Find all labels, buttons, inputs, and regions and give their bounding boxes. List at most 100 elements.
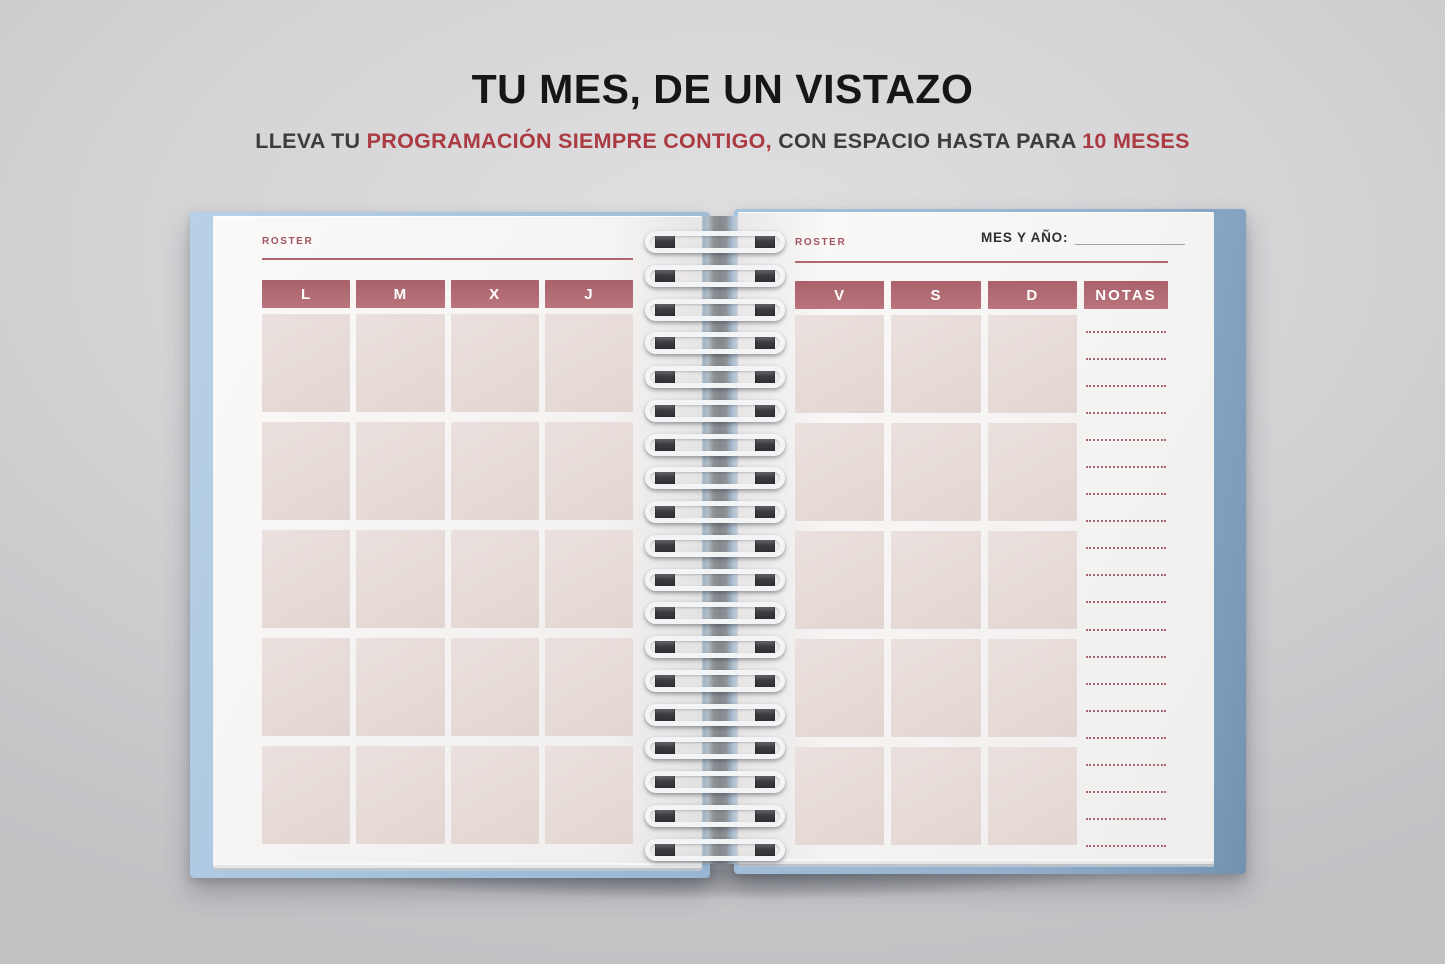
notes-dotted-line [1086, 844, 1166, 847]
notes-dotted-line [1086, 385, 1166, 388]
notes-dotted-line [1086, 547, 1166, 550]
header-rule [262, 258, 633, 260]
punch-hole-right [755, 773, 775, 792]
punch-hole-left [655, 368, 675, 387]
day-header: J [544, 280, 633, 308]
coil-wire [645, 501, 785, 524]
punch-hole-left [655, 300, 675, 319]
day-cell [262, 422, 351, 520]
notes-dotted-line [1086, 682, 1166, 685]
punch-hole-left [655, 604, 675, 623]
notes-dotted-line [1086, 817, 1166, 820]
month-year-label: MES Y AÑO: [981, 230, 1069, 245]
spiral-coil [645, 431, 785, 459]
notes-dotted-line [1086, 331, 1166, 333]
spiral-coil [645, 532, 785, 560]
day-cell [450, 422, 539, 520]
coil-wire [645, 264, 785, 287]
coil-wire [645, 805, 785, 828]
punch-hole-right [755, 233, 775, 251]
spiral-coil [645, 262, 785, 290]
spiral-coil [645, 498, 785, 526]
day-cell [795, 531, 885, 629]
subtitle-segment-accent: 10 MESES [1082, 129, 1190, 153]
punch-hole-left [655, 773, 675, 792]
day-cell [544, 746, 633, 844]
day-cell [356, 638, 445, 736]
notes-dotted-line [1086, 763, 1166, 766]
punch-hole-left [655, 233, 675, 251]
spiral-coil [645, 296, 785, 324]
notes-dotted-line [1086, 493, 1166, 496]
punch-hole-right [755, 435, 775, 454]
coil-wire [645, 602, 785, 625]
coil-wire [645, 568, 785, 591]
punch-hole-left [655, 570, 675, 589]
punch-hole-right [755, 671, 775, 690]
notes-header: NOTAS [1084, 281, 1168, 309]
spiral-coil [645, 599, 785, 627]
calendar-grid-right [795, 315, 1077, 853]
day-cell [891, 423, 981, 521]
day-cell [987, 639, 1077, 737]
punch-hole-left [655, 334, 675, 353]
day-cell [356, 530, 445, 628]
day-cell [987, 315, 1077, 413]
day-cell [450, 746, 539, 844]
day-cell [356, 314, 445, 412]
coil-wire [645, 366, 785, 389]
punch-hole-right [755, 503, 775, 522]
day-cell [795, 747, 885, 845]
punch-hole-right [755, 536, 775, 555]
day-cell [450, 530, 539, 628]
spiral-coil [645, 734, 785, 762]
headline: TU MES, DE UN VISTAZO LLEVA TU PROGRAMAC… [0, 66, 1445, 154]
day-cell [262, 746, 351, 844]
spiral-coil [645, 397, 785, 425]
month-year-blank-line [1075, 230, 1186, 245]
punch-hole-left [655, 536, 675, 555]
day-header: D [987, 281, 1077, 309]
punch-hole-right [755, 638, 775, 657]
day-header: M [356, 280, 445, 308]
day-cell [544, 638, 633, 736]
spiral-coil [645, 363, 785, 391]
notes-column [1084, 315, 1168, 853]
punch-hole-left [655, 807, 675, 826]
day-cell [795, 639, 885, 737]
punch-hole-left [655, 739, 675, 758]
day-cell [544, 530, 633, 628]
spiral-binding [645, 228, 785, 864]
day-cell [544, 314, 633, 412]
notes-dotted-line [1086, 466, 1166, 469]
punch-hole-right [755, 334, 775, 353]
coil-wire [645, 703, 785, 726]
day-cell [450, 638, 539, 736]
day-cell [795, 315, 885, 413]
coil-wire [645, 433, 785, 456]
notes-dotted-line [1086, 709, 1166, 712]
spiral-coil [645, 701, 785, 729]
spiral-coil [645, 768, 785, 796]
day-cell [262, 530, 351, 628]
headline-subtitle: LLEVA TU PROGRAMACIÓN SIEMPRE CONTIGO, C… [0, 129, 1445, 154]
coil-wire [645, 231, 785, 253]
punch-hole-right [755, 840, 775, 859]
day-cell [450, 314, 539, 412]
day-cell [262, 314, 351, 412]
punch-hole-left [655, 435, 675, 454]
day-cell [891, 639, 981, 737]
notes-dotted-line [1086, 655, 1166, 658]
punch-hole-right [755, 469, 775, 488]
notes-dotted-line [1086, 412, 1166, 415]
punch-hole-right [755, 604, 775, 623]
header-rule [795, 261, 1168, 263]
punch-hole-right [755, 570, 775, 589]
notes-dotted-line [1086, 628, 1166, 631]
day-cell [891, 315, 981, 413]
